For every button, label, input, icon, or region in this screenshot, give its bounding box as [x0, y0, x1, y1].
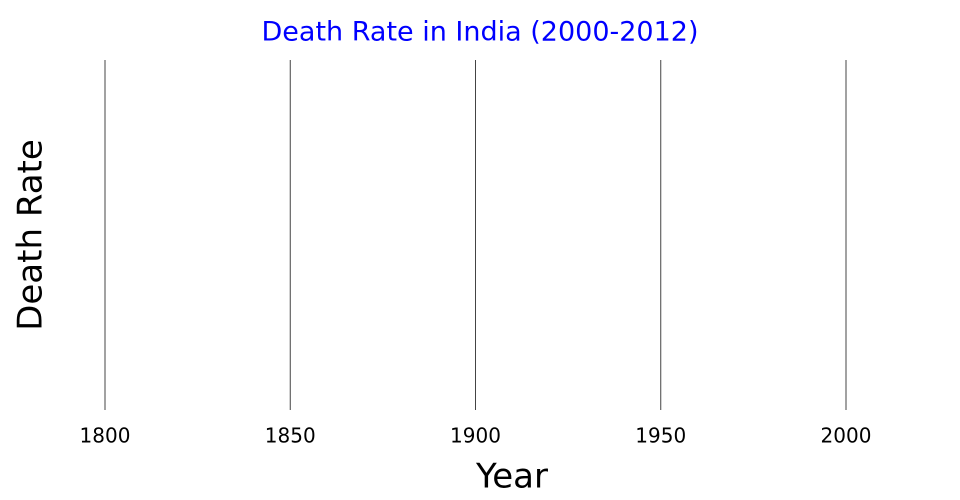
x-axis-title: Year [475, 457, 548, 497]
x-tick-label: 1850 [265, 424, 316, 448]
x-tick-label: 2000 [821, 424, 872, 448]
x-tick-label: 1950 [635, 424, 686, 448]
x-tick-label: 1900 [450, 424, 501, 448]
x-tick-label: 1800 [80, 424, 131, 448]
y-axis-title: Death Rate [11, 139, 51, 331]
chart-title: Death Rate in India (2000-2012) [262, 17, 699, 48]
